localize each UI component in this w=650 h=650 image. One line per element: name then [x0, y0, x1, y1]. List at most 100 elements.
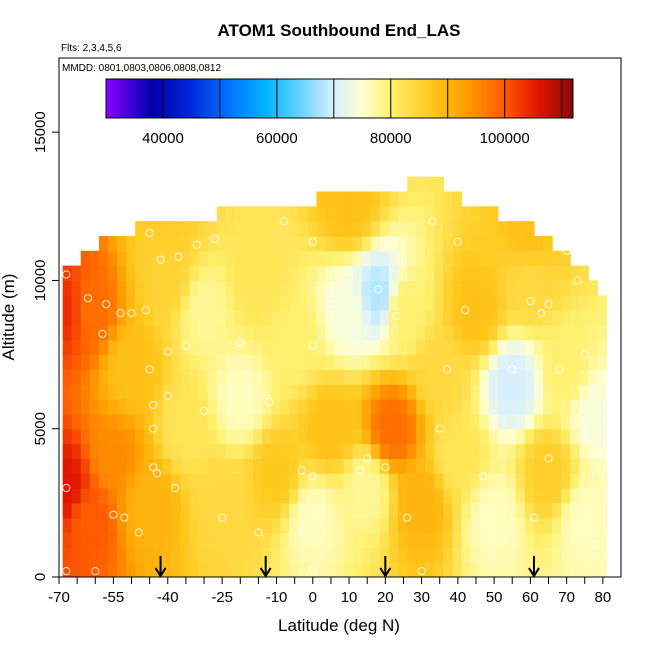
sample-point: [141, 306, 151, 315]
heatmap-cell: [207, 250, 218, 267]
colorbar-segment: [288, 79, 291, 118]
heatmap-cell: [252, 295, 263, 311]
heatmap-cell: [334, 369, 345, 385]
heatmap-cell: [307, 473, 318, 489]
sample-point: [98, 329, 107, 338]
heatmap-cell: [570, 295, 580, 311]
heatmap-cell: [352, 473, 363, 489]
heatmap-cell: [162, 428, 172, 445]
heatmap-cell: [71, 517, 82, 534]
heatmap-cell: [271, 428, 281, 445]
heatmap-cell: [144, 458, 154, 474]
heatmap-cell: [207, 502, 218, 519]
heatmap-cell: [144, 399, 154, 415]
heatmap-cell: [524, 339, 535, 356]
heatmap-cell: [543, 428, 553, 445]
heatmap-cell: [144, 354, 154, 370]
colorbar-segment: [208, 79, 212, 118]
heatmap-cell: [298, 413, 308, 430]
heatmap-cell: [497, 295, 508, 311]
sample-point: [210, 234, 219, 243]
heatmap-cell: [515, 339, 526, 356]
heatmap-cell: [388, 488, 399, 504]
heatmap-cell: [198, 295, 209, 311]
heatmap-cell: [180, 413, 191, 430]
heatmap-cell: [117, 369, 127, 385]
heatmap-cell: [289, 399, 299, 415]
heatmap-cell: [198, 428, 209, 445]
heatmap-cell: [107, 354, 118, 370]
heatmap-cell: [425, 428, 435, 445]
heatmap-cell: [135, 295, 145, 311]
x-tick-label: -40: [157, 589, 179, 606]
heatmap-cell: [452, 235, 463, 252]
heatmap-cell: [271, 235, 281, 252]
x-tick-label: 30: [413, 589, 430, 606]
heatmap-cell: [497, 502, 508, 519]
heatmap-cell: [307, 250, 318, 267]
heatmap-cell: [289, 295, 299, 311]
heatmap-cell: [334, 562, 345, 577]
heatmap-cell: [252, 221, 263, 237]
heatmap-cell: [198, 413, 209, 430]
heatmap-cell: [443, 235, 453, 252]
heatmap-cell: [334, 517, 345, 534]
arrow-head: [528, 567, 540, 578]
heatmap-cell: [343, 532, 354, 548]
heatmap-cell: [379, 310, 390, 326]
heatmap-cell: [252, 280, 263, 296]
heatmap-cell: [262, 295, 272, 311]
heatmap-cell: [126, 562, 136, 577]
heatmap-cell: [225, 384, 236, 400]
heatmap-cell: [388, 458, 399, 474]
colorbar-segment: [120, 79, 123, 118]
heatmap-cell: [425, 280, 435, 296]
heatmap-cell: [334, 324, 345, 341]
heatmap-cell: [89, 339, 100, 356]
heatmap-cell: [343, 354, 354, 370]
heatmap-cell: [234, 458, 245, 474]
heatmap-cell: [316, 265, 327, 282]
heatmap-cell: [225, 413, 236, 430]
colorbar-segment: [271, 79, 275, 118]
heatmap-cell: [153, 488, 163, 504]
colorbar-segment: [458, 79, 462, 118]
heatmap-cell: [316, 532, 327, 548]
heatmap-cell: [443, 310, 453, 326]
heatmap-cell: [243, 235, 254, 252]
heatmap-cell: [307, 280, 318, 296]
heatmap-cell: [162, 517, 172, 534]
heatmap-cell: [271, 265, 281, 282]
heatmap-cell: [506, 295, 517, 311]
colorbar-segment: [507, 79, 511, 118]
heatmap-cell: [271, 413, 281, 430]
heatmap-cell: [180, 369, 191, 385]
heatmap-cell: [107, 473, 118, 489]
colorbar-segment: [141, 79, 144, 118]
heatmap-cell: [352, 191, 363, 207]
heatmap-cell: [107, 250, 118, 267]
heatmap-cell: [80, 280, 91, 296]
heatmap-cell: [533, 532, 544, 548]
heatmap-cell: [117, 502, 127, 519]
heatmap-cell: [343, 206, 354, 222]
heatmap-cell: [153, 473, 163, 489]
heatmap-cell: [398, 384, 408, 400]
colorbar-segment: [201, 79, 205, 118]
heatmap-cell: [524, 413, 535, 430]
sample-point: [392, 311, 401, 321]
heatmap-cell: [343, 191, 354, 207]
heatmap-cell: [162, 221, 172, 237]
heatmap-cell: [243, 265, 254, 282]
sample-point: [428, 217, 437, 226]
colorbar-segment: [327, 79, 331, 118]
heatmap-cell: [361, 547, 372, 563]
heatmap-cell: [198, 384, 209, 400]
heatmap-cell: [543, 250, 553, 267]
heatmap-cell: [180, 562, 191, 577]
heatmap-cell: [443, 295, 453, 311]
heatmap-cell: [189, 354, 200, 370]
heatmap-cell: [107, 413, 118, 430]
heatmap-cell: [361, 235, 372, 252]
heatmap-cell: [325, 339, 336, 356]
